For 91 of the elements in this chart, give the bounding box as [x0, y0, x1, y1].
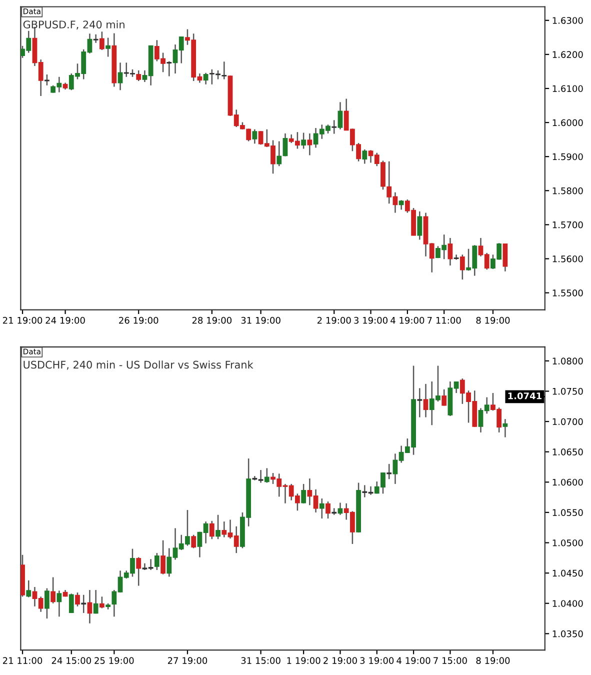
candlestick — [326, 500, 330, 520]
candlestick — [502, 243, 508, 272]
x-tick-label: 21 11:00 — [2, 657, 42, 664]
y-tick-label: 1.5600 — [552, 255, 583, 262]
x-tick-label: 3 19:00 — [354, 316, 388, 324]
y-tick-label: 1.6100 — [552, 85, 583, 92]
candlestick — [160, 540, 166, 575]
y-tick-label: 1.0650 — [552, 448, 583, 456]
candlestick — [68, 593, 74, 614]
candlestick — [106, 37, 111, 58]
x-tick-label: 7 11:00 — [428, 316, 461, 324]
x-tick-label: 2 19:00 — [324, 657, 357, 664]
candlestick — [319, 498, 324, 520]
x-tick-label: 31 19:00 — [241, 316, 280, 324]
text: GBPUSD.F, 240 min — [23, 20, 124, 30]
y-tick-label: 1.6300 — [552, 17, 583, 24]
y-tick-label: 1.0450 — [552, 570, 583, 577]
y-tick-label: 1.0700 — [552, 418, 583, 426]
candlestick — [502, 418, 508, 438]
candlestick — [26, 580, 32, 598]
candlestick — [209, 520, 214, 540]
x-tick-label: 31 15:00 — [241, 657, 280, 664]
candlestick — [44, 74, 50, 86]
text: USDCHF, 240 min - US Dollar vs Swiss Frank — [24, 360, 254, 370]
candlestick — [93, 34, 98, 44]
candlestick — [386, 463, 392, 480]
y-tick-label: 1.0500 — [552, 539, 583, 546]
candlestick — [252, 128, 258, 144]
candlestick — [264, 468, 270, 484]
candlestick — [203, 72, 208, 86]
ref-line-label: 1.0741 — [508, 392, 542, 400]
x-tick-label: 21 19:00 — [2, 316, 42, 324]
candlestick — [44, 588, 50, 620]
y-tick-label: 1.5800 — [552, 187, 583, 194]
candlestick — [338, 502, 343, 516]
candlestick — [417, 210, 422, 240]
x-tick-label: 1 19:00 — [287, 657, 320, 664]
y-tick-label: 1.0750 — [552, 388, 583, 395]
candlestick — [136, 70, 142, 82]
x-tick-label: 25 19:00 — [94, 657, 134, 664]
y-tick-label: 1.6000 — [552, 119, 583, 126]
candlestick — [307, 132, 312, 156]
candlestick — [99, 30, 104, 51]
x-tick-label: 8 19:00 — [476, 657, 510, 664]
candlestick — [301, 132, 306, 150]
candlestick — [81, 594, 86, 614]
y-tick-label: 1.0350 — [552, 630, 583, 638]
candlestick — [398, 200, 404, 210]
x-tick-label: 2 19:00 — [317, 316, 351, 324]
candlestick — [166, 60, 172, 77]
candlestick — [93, 589, 98, 614]
candlestick — [417, 388, 422, 418]
candlestick — [87, 589, 92, 624]
x-tick-label: 4 19:00 — [390, 316, 424, 324]
x-tick-label: 7 15:00 — [434, 657, 467, 664]
y-tick-label: 1.5900 — [552, 153, 583, 160]
x-tick-label: 28 19:00 — [192, 316, 232, 324]
candlestick — [118, 62, 123, 91]
candlestick — [222, 60, 227, 80]
candlestick — [216, 514, 220, 540]
y-tick-label: 1.5500 — [552, 290, 583, 296]
candlestick — [442, 388, 447, 406]
candlestick — [423, 383, 428, 418]
candlestick — [75, 592, 80, 608]
candlestick — [460, 254, 465, 280]
y-tick-label: 1.0800 — [552, 358, 583, 364]
y-tick-label: 1.0600 — [552, 478, 583, 486]
candlestick — [362, 148, 368, 164]
y-tick-label: 1.0400 — [552, 600, 583, 607]
candlestick — [50, 576, 56, 604]
x-tick-label: 27 19:00 — [168, 657, 208, 664]
candlestick — [301, 483, 306, 504]
candlestick — [99, 596, 104, 609]
candlestick — [154, 552, 160, 571]
candlestick — [454, 254, 459, 260]
candlestick — [191, 534, 196, 549]
candlestick — [136, 556, 142, 586]
candlestick — [56, 590, 62, 618]
y-tick-label: 1.0550 — [552, 509, 583, 516]
y-tick-label: 1.5700 — [552, 221, 583, 228]
candlestick — [332, 120, 337, 134]
x-tick-label: 8 19:00 — [476, 316, 510, 324]
x-tick-label: 26 19:00 — [119, 316, 158, 324]
x-tick-label: 3 19:00 — [360, 657, 394, 664]
candlestick — [338, 101, 343, 130]
x-tick-label: 24 19:00 — [46, 316, 85, 324]
x-tick-label: 4 19:00 — [396, 657, 430, 664]
candlestick — [246, 128, 252, 142]
x-tick-label: 24 15:00 — [52, 657, 91, 664]
y-tick-label: 1.6200 — [552, 51, 583, 58]
candlestick — [448, 237, 453, 266]
